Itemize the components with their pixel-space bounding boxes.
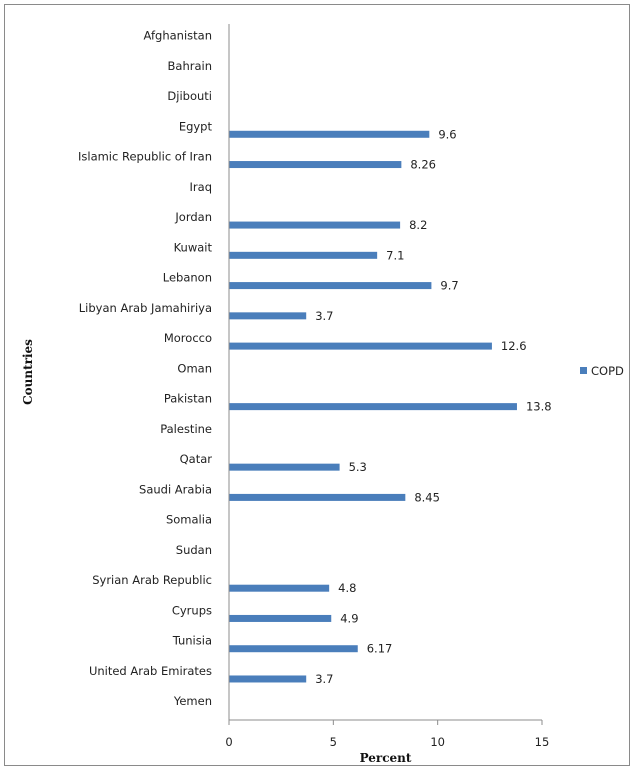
category-label: Libyan Arab Jamahiriya	[79, 301, 212, 315]
bar	[229, 675, 307, 683]
legend: COPD	[580, 364, 624, 378]
category-label: Somalia	[166, 513, 212, 527]
data-label: 13.8	[526, 400, 552, 414]
bar	[229, 312, 307, 320]
data-label: 4.8	[338, 581, 356, 595]
category-label: Sudan	[176, 543, 212, 557]
bar	[229, 403, 517, 411]
category-label: Pakistan	[164, 392, 212, 406]
category-label: Kuwait	[174, 240, 213, 254]
value-labels: 9.6 8.26 8.2 7.1 9.7 3.7 12.6 13.8 5.3 8.45 4.8 4.9…	[315, 127, 551, 686]
category-label: Iraq	[190, 180, 212, 194]
data-label: 3.7	[315, 672, 333, 686]
category-label: Tunisia	[172, 634, 212, 648]
legend-label-copd: COPD	[591, 364, 624, 378]
data-label: 6.17	[367, 642, 393, 656]
category-label: Djibouti	[167, 89, 212, 103]
data-label: 8.2	[409, 218, 427, 232]
data-label: 8.45	[414, 490, 440, 504]
bar	[229, 251, 378, 259]
category-label: Morocco	[164, 331, 212, 345]
bar	[229, 584, 330, 592]
x-tick-label: 5	[330, 735, 337, 749]
x-axis-ticks: 0 5 10 15	[225, 720, 549, 749]
bar	[229, 645, 358, 653]
category-label: United Arab Emirates	[89, 664, 212, 678]
category-label: Qatar	[180, 452, 213, 466]
x-tick-label: 0	[225, 735, 232, 749]
data-label: 7.1	[386, 248, 404, 262]
category-label: Lebanon	[163, 271, 212, 285]
data-label: 4.9	[340, 611, 358, 625]
y-axis-title: Countries	[21, 339, 35, 405]
bar	[229, 161, 402, 169]
bar	[229, 342, 492, 350]
category-label: Egypt	[179, 119, 213, 133]
category-label: Bahrain	[168, 59, 212, 73]
category-label: Oman	[177, 361, 212, 375]
bars	[229, 130, 517, 683]
category-label: Afghanistan	[144, 28, 212, 42]
bar	[229, 614, 332, 622]
category-label: Palestine	[160, 422, 212, 436]
data-label: 12.6	[501, 339, 527, 353]
bar	[229, 130, 430, 138]
bar	[229, 221, 401, 229]
x-axis-title: Percent	[360, 751, 412, 765]
category-label: Saudi Arabia	[139, 482, 212, 496]
x-tick-label: 10	[430, 735, 445, 749]
category-label: Cyrups	[172, 603, 212, 617]
data-label: 9.6	[438, 127, 456, 141]
data-label: 8.26	[410, 158, 436, 172]
category-label: Islamic Republic of Iran	[78, 150, 212, 164]
category-label: Yemen	[173, 694, 212, 708]
data-label: 5.3	[349, 460, 367, 474]
bar	[229, 493, 406, 501]
x-tick-label: 15	[535, 735, 550, 749]
data-label: 3.7	[315, 309, 333, 323]
category-labels: Afghanistan Bahrain Djibouti Egypt Islamic R…	[78, 28, 212, 708]
bar	[229, 463, 340, 471]
bar	[229, 282, 432, 290]
category-label: Jordan	[174, 210, 212, 224]
category-label: Syrian Arab Republic	[92, 573, 212, 587]
data-label: 9.7	[440, 279, 458, 293]
legend-swatch-copd	[580, 367, 587, 374]
